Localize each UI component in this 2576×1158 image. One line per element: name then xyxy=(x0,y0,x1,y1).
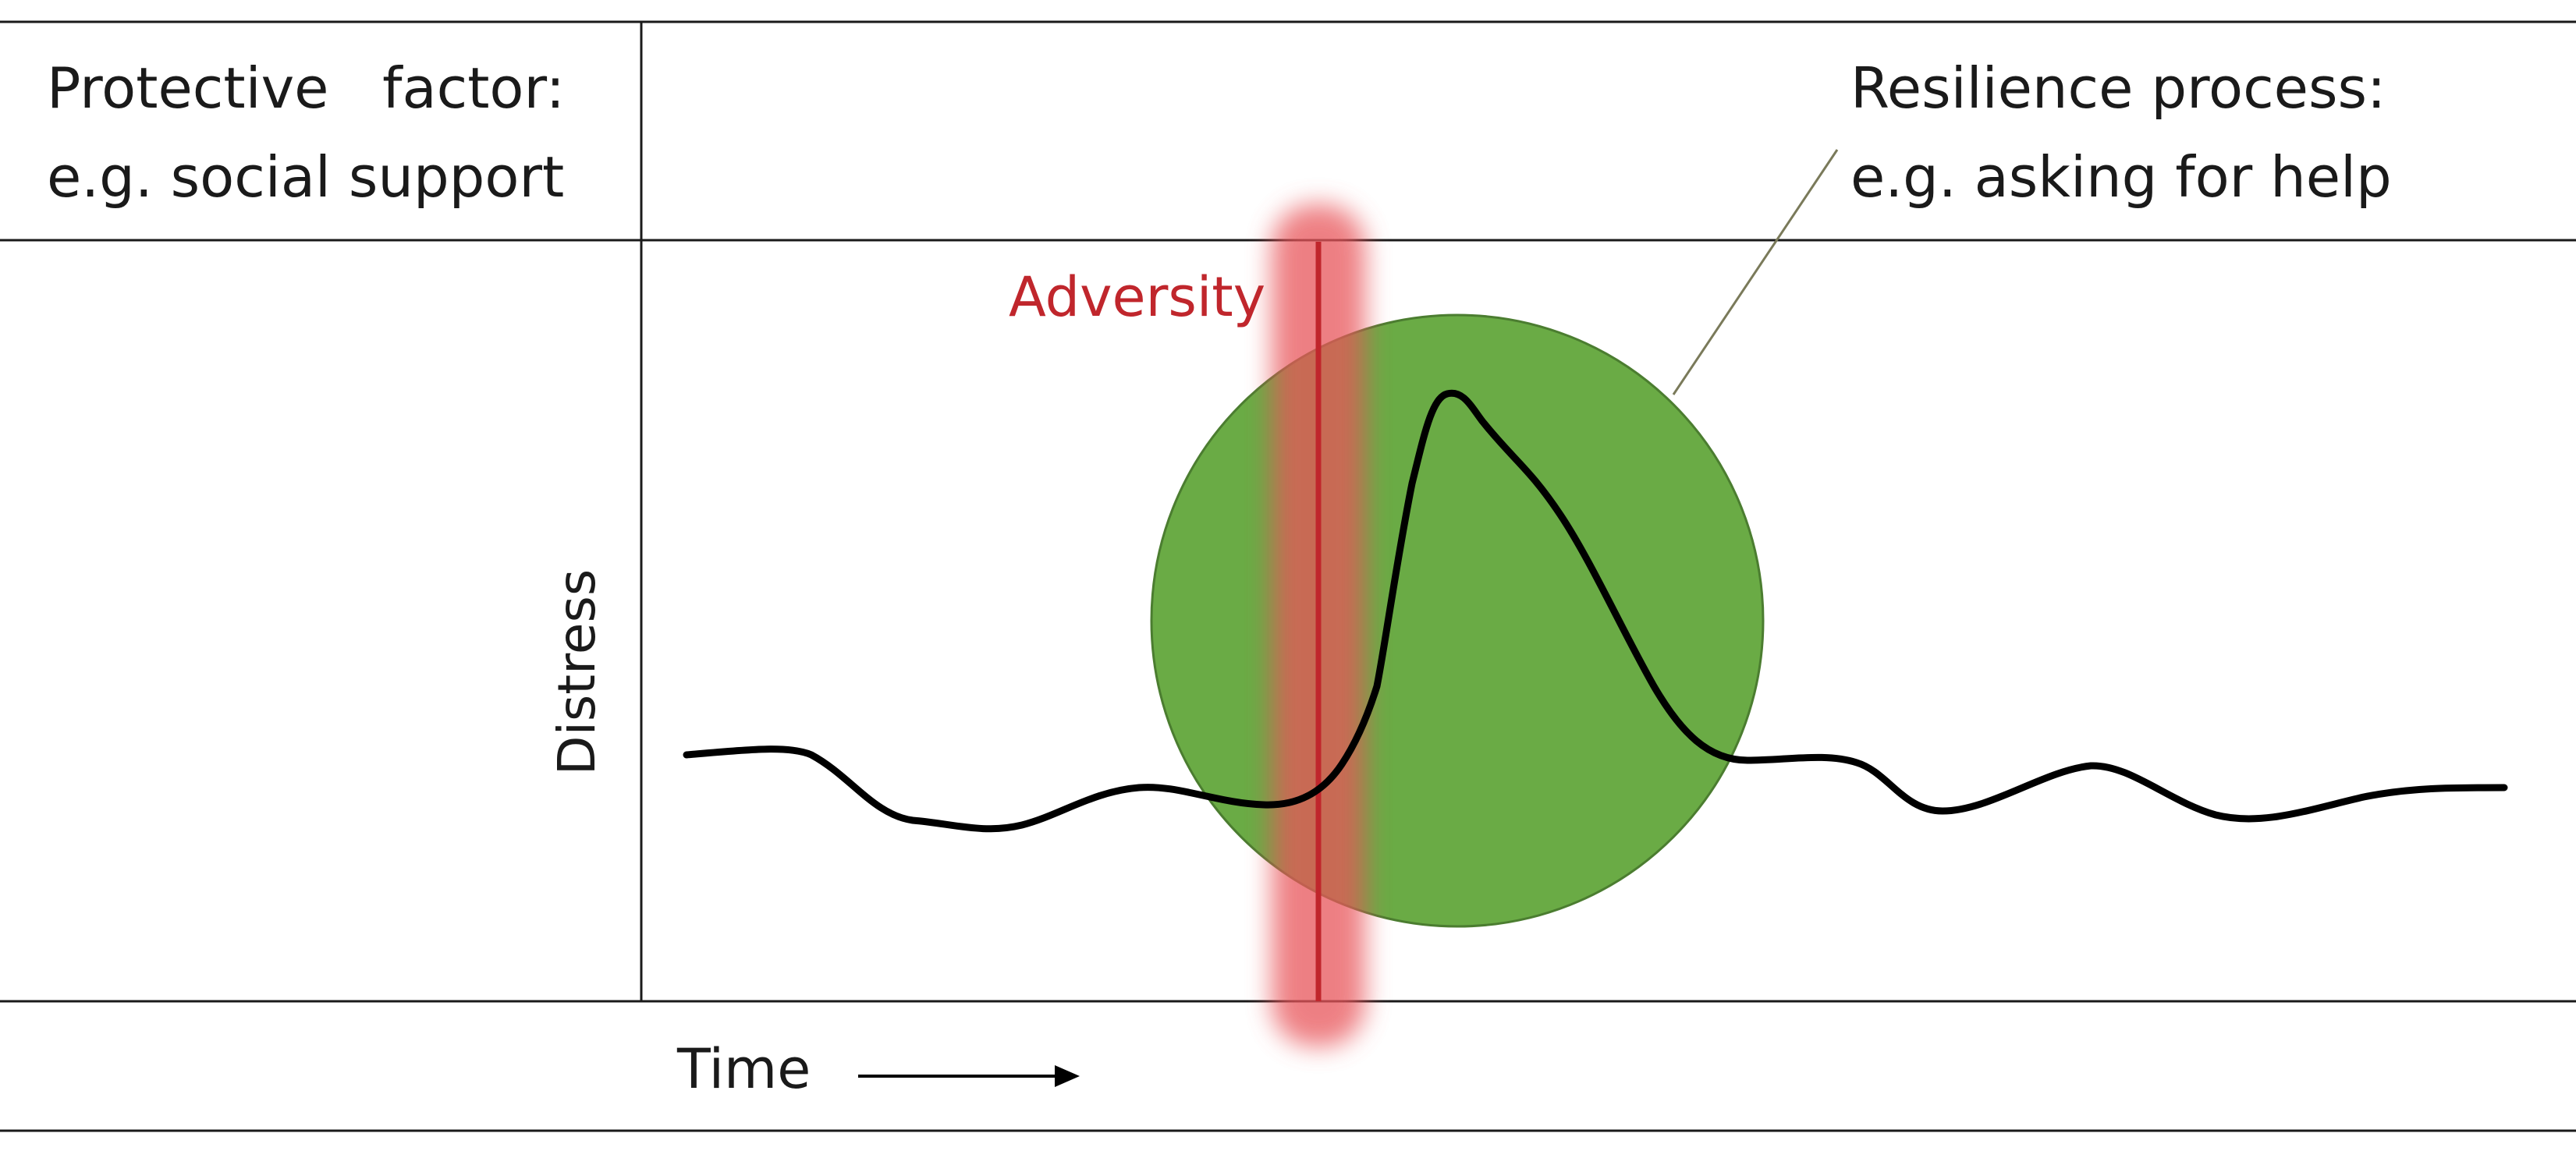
resilience-pointer-line xyxy=(1672,149,1839,395)
distress-line xyxy=(683,389,2508,833)
resilience-process-circle xyxy=(1150,313,1765,928)
y-axis-label: Distress xyxy=(547,569,607,775)
resilience-process-line2: e.g. asking for help xyxy=(1850,144,2392,210)
x-axis-label: Time xyxy=(676,1037,811,1101)
adversity-label: Adversity xyxy=(1009,265,1265,329)
resilience-process-line1: Resilience process: xyxy=(1850,55,2386,121)
protective-factor-line2: e.g. social support xyxy=(47,144,564,210)
protective-factor-line1: Protective factor: xyxy=(47,55,565,121)
time-arrow-head xyxy=(1055,1065,1080,1087)
